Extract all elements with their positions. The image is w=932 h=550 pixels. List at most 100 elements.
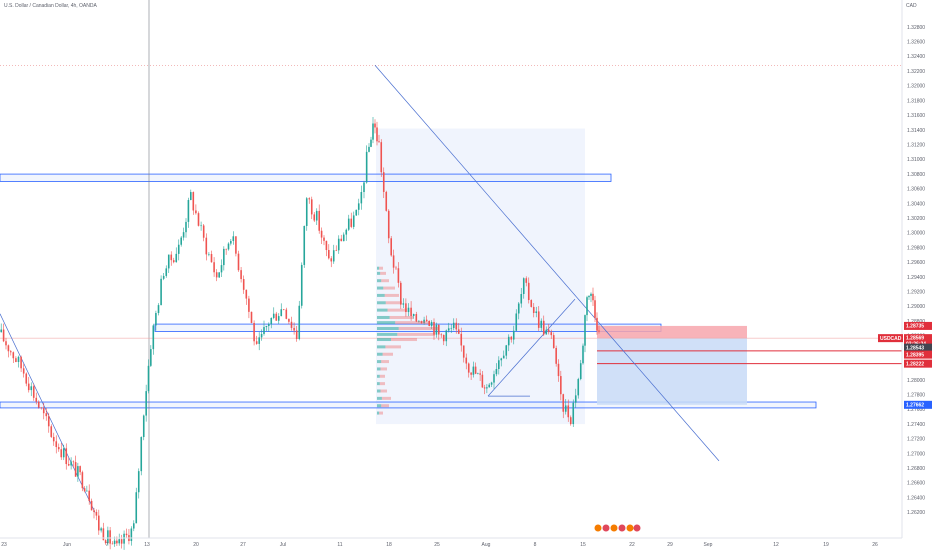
price-tick-label: 1.31000	[907, 157, 925, 163]
time-tick-label: 25	[434, 542, 440, 548]
candle-up	[452, 322, 455, 328]
volume-profile-box[interactable]	[376, 128, 585, 425]
time-axis[interactable]: 23 Jun 7 13 20 27 Jul 11 18 25 Aug 8 15 22 29 Sep 12 19 26	[1, 542, 878, 548]
candle-up	[507, 336, 510, 346]
volume-profile-bar-up	[377, 352, 383, 356]
candle-down	[65, 448, 68, 465]
take-profit-box[interactable]	[597, 338, 747, 405]
time-tick-label: Aug	[482, 542, 491, 548]
price-tick-label: 1.26800	[907, 466, 925, 472]
candle-down	[47, 416, 50, 427]
candle-down	[240, 270, 242, 280]
price-tick-label: 1.29000	[907, 304, 925, 310]
drawing-layer[interactable]	[0, 0, 902, 538]
candle-up	[477, 373, 479, 374]
stop-loss-box[interactable]	[597, 325, 747, 339]
volume-profile-bar-down	[381, 396, 391, 400]
volume-profile-bar-up	[377, 327, 399, 330]
candle-up	[472, 366, 475, 375]
support-zone[interactable]	[0, 401, 817, 409]
candle-down	[202, 225, 205, 238]
candle-down	[32, 386, 35, 398]
event-icon[interactable]	[610, 524, 618, 532]
candle-up	[445, 330, 448, 342]
stop-price-badge	[904, 321, 932, 330]
descending-trendline[interactable]	[374, 65, 720, 462]
candle-down	[55, 441, 58, 448]
candle-up	[157, 305, 160, 313]
candle-down	[567, 405, 570, 418]
price-tick-label: 1.32600	[907, 40, 925, 46]
candle-down	[93, 510, 95, 513]
candle-down	[245, 289, 248, 299]
candle-down	[116, 540, 118, 544]
candle-down	[95, 512, 98, 516]
left-trendline[interactable]	[0, 313, 96, 513]
candle-down	[27, 383, 30, 391]
price-axis[interactable]: 1.32800 1.32600 1.32400 1.32200 1.32000 1.318…	[907, 25, 925, 516]
volume-profile-bar-down	[389, 315, 413, 319]
volume-profile-bar-down	[383, 286, 395, 290]
volume-profile-bar-down	[381, 360, 389, 364]
candle-up	[107, 530, 109, 544]
price-tick-label: 1.29200	[907, 290, 925, 296]
candle-up	[190, 192, 192, 201]
candle-up	[372, 123, 374, 140]
level2-price-badge	[904, 350, 932, 359]
volume-profile-bar-up	[377, 367, 381, 371]
event-icon[interactable]	[602, 524, 610, 532]
candle-up	[498, 360, 500, 370]
candle-down	[474, 366, 477, 374]
candle-down	[25, 373, 28, 384]
candle-up	[368, 146, 370, 152]
candle-down	[330, 258, 333, 262]
volume-profile-bar-down	[398, 327, 439, 330]
price-tick-label: 1.30200	[907, 216, 925, 222]
candle-up	[505, 345, 508, 356]
resistance-zone[interactable]	[0, 173, 612, 182]
candle-up	[77, 466, 79, 477]
candle-down	[425, 319, 428, 321]
candle-down	[569, 417, 572, 425]
time-tick-label: 20	[193, 542, 199, 548]
event-icon[interactable]	[626, 524, 634, 532]
candle-up	[515, 313, 518, 331]
price-tick-label: 1.29400	[907, 275, 925, 281]
candle-down	[215, 272, 218, 278]
candle-down	[433, 321, 435, 335]
time-tick-label: 26	[872, 542, 878, 548]
time-tick-label: 12	[773, 542, 779, 548]
price-tick-label: 1.29800	[907, 245, 925, 251]
event-icon[interactable]	[594, 524, 602, 532]
candle-down	[210, 254, 213, 263]
level2-price-badge-label: 1.28395	[906, 352, 924, 358]
candle-up	[579, 363, 582, 380]
candle-down	[81, 472, 84, 489]
candle-down	[88, 490, 90, 501]
candle-down	[20, 356, 22, 369]
candle-down	[120, 539, 123, 544]
volume-profile-bar-down	[387, 308, 407, 312]
candle-down	[195, 210, 197, 214]
candle-up	[258, 337, 260, 344]
candle-up	[303, 225, 306, 265]
overlay-layer[interactable]	[377, 266, 439, 415]
candle-up	[165, 268, 168, 276]
candle-up	[586, 297, 588, 316]
candle-up	[360, 192, 363, 204]
candle-down	[52, 436, 55, 442]
candle-down	[440, 334, 443, 336]
volume-profile-bar-up	[377, 266, 380, 270]
candle-up	[200, 225, 202, 227]
channel-line[interactable]	[487, 298, 576, 397]
event-icons[interactable]	[594, 524, 641, 532]
event-icon[interactable]	[618, 524, 626, 532]
candle-up	[315, 210, 318, 221]
candle-down	[102, 528, 105, 541]
event-icon[interactable]	[633, 524, 641, 532]
candle-up	[493, 374, 495, 383]
volume-profile-bar-down	[380, 367, 387, 371]
candle-down	[392, 255, 395, 268]
